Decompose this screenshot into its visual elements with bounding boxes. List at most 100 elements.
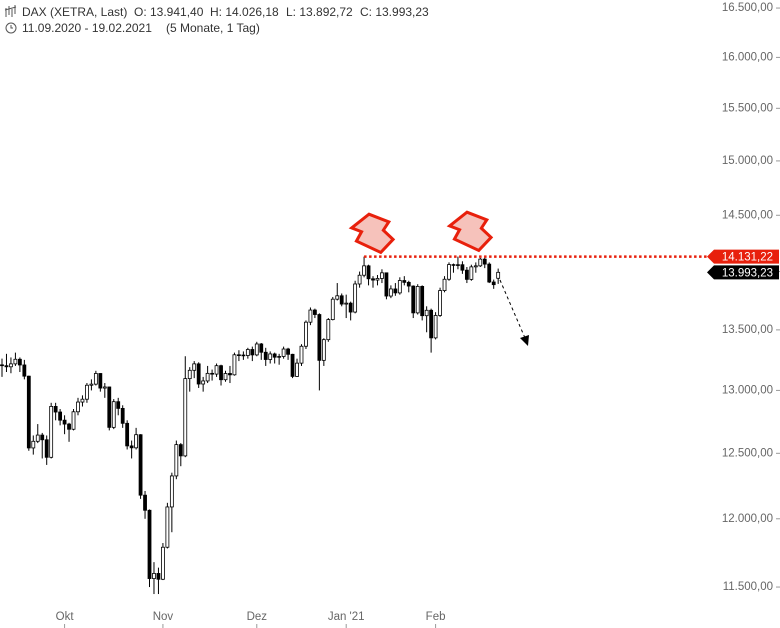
candle-body <box>397 280 402 294</box>
candle-body <box>245 349 250 356</box>
dashed-arrow <box>499 279 526 339</box>
candle-body <box>254 343 259 356</box>
candle-body <box>98 373 103 389</box>
candle-body <box>277 356 282 358</box>
candle-body <box>205 372 210 382</box>
candle-body <box>129 445 134 449</box>
candle-body <box>196 363 201 385</box>
subtitle: 11.09.2020 - 19.02.2021 <box>22 21 152 35</box>
candle-body <box>0 364 4 367</box>
candle-body <box>326 319 331 341</box>
candle-body <box>241 354 246 357</box>
y-tick-label: 13.500,00 <box>722 324 773 336</box>
candle-body <box>362 265 366 276</box>
candle-body <box>491 281 496 286</box>
candle-body <box>237 354 241 356</box>
x-tick-label: Jan '21 <box>328 611 365 623</box>
candle-body <box>447 264 451 280</box>
y-tick-label: 12.500,00 <box>722 447 773 459</box>
x-tick-label: Dez <box>247 611 268 623</box>
last-price-label: 13.993,23 <box>722 267 773 279</box>
range-note: (5 Monate, 1 Tag) <box>166 21 260 35</box>
candle-body <box>192 363 197 371</box>
candle-body <box>456 264 460 266</box>
candle-body <box>299 345 304 364</box>
candle-body <box>147 509 152 579</box>
candle-body <box>268 353 273 360</box>
candle-body <box>415 286 420 314</box>
candle-body <box>35 434 40 442</box>
candle-body <box>406 281 411 287</box>
last-price-badge <box>707 265 779 280</box>
candle-body <box>183 378 188 457</box>
candle-body <box>272 353 277 358</box>
candle-body <box>165 506 170 548</box>
open-label: O: 13.941,40 <box>134 5 204 19</box>
candle-body <box>134 434 139 449</box>
candle-body <box>442 278 447 291</box>
candle-body <box>375 278 380 281</box>
candle-body <box>330 298 335 320</box>
candle-body <box>451 264 456 266</box>
candle-body <box>62 419 67 425</box>
candle-body <box>371 278 375 281</box>
candle-body <box>339 295 344 305</box>
candle-body <box>152 573 156 579</box>
candle-body <box>13 358 18 365</box>
candle-body <box>107 386 112 428</box>
clock-icon <box>5 22 17 34</box>
candle-body <box>49 406 54 458</box>
candle-body <box>53 406 58 413</box>
y-tick-label: 14.500,00 <box>722 209 773 221</box>
resistance-badge <box>707 249 779 264</box>
candle-body <box>120 408 125 424</box>
candle-body <box>125 422 130 447</box>
candle-body <box>429 309 434 339</box>
arrow-head <box>520 335 529 346</box>
candle-body <box>281 348 286 357</box>
candle-body <box>9 363 13 368</box>
candle-body <box>223 373 228 381</box>
candle-body <box>344 302 349 305</box>
candle-body <box>286 348 290 355</box>
candle-body <box>232 354 237 376</box>
candle-body <box>76 401 80 413</box>
candle-body <box>290 353 295 377</box>
candle-body <box>312 309 317 315</box>
candle-body <box>420 286 425 317</box>
candle-body <box>295 362 299 377</box>
candle-body <box>161 546 165 580</box>
candle-body <box>214 365 219 375</box>
y-tick-label: 16.000,00 <box>722 51 773 63</box>
y-tick-label: 16.500,00 <box>722 2 773 14</box>
y-tick-label: 11.500,00 <box>723 581 773 593</box>
candle-body <box>58 411 63 421</box>
candle-body <box>31 440 36 449</box>
candle-body <box>464 269 469 280</box>
candle-body <box>93 373 98 385</box>
candle-body <box>263 351 268 360</box>
candle-body <box>482 258 487 265</box>
chart-title: DAX (XETRA, Last) <box>22 5 127 19</box>
annotations <box>348 210 529 346</box>
candle-body <box>17 358 22 366</box>
candle-body <box>156 573 161 580</box>
red-arrow <box>446 210 494 253</box>
candle-body <box>22 364 27 377</box>
candle-body <box>80 398 85 403</box>
candle-body <box>210 372 214 375</box>
clock-hand <box>10 25 13 29</box>
candle-body <box>438 290 442 316</box>
candle-body <box>388 288 393 297</box>
candle-body <box>138 434 143 496</box>
candle-body <box>116 401 121 409</box>
y-tick-label: 13.000,00 <box>722 384 773 396</box>
resistance-label: 14.131,22 <box>722 252 773 264</box>
candle-body <box>67 423 71 430</box>
candle-body <box>219 365 223 381</box>
candle-body <box>473 265 478 268</box>
candle-body <box>174 444 179 477</box>
candle-body <box>366 265 371 280</box>
candle-body <box>143 494 147 511</box>
